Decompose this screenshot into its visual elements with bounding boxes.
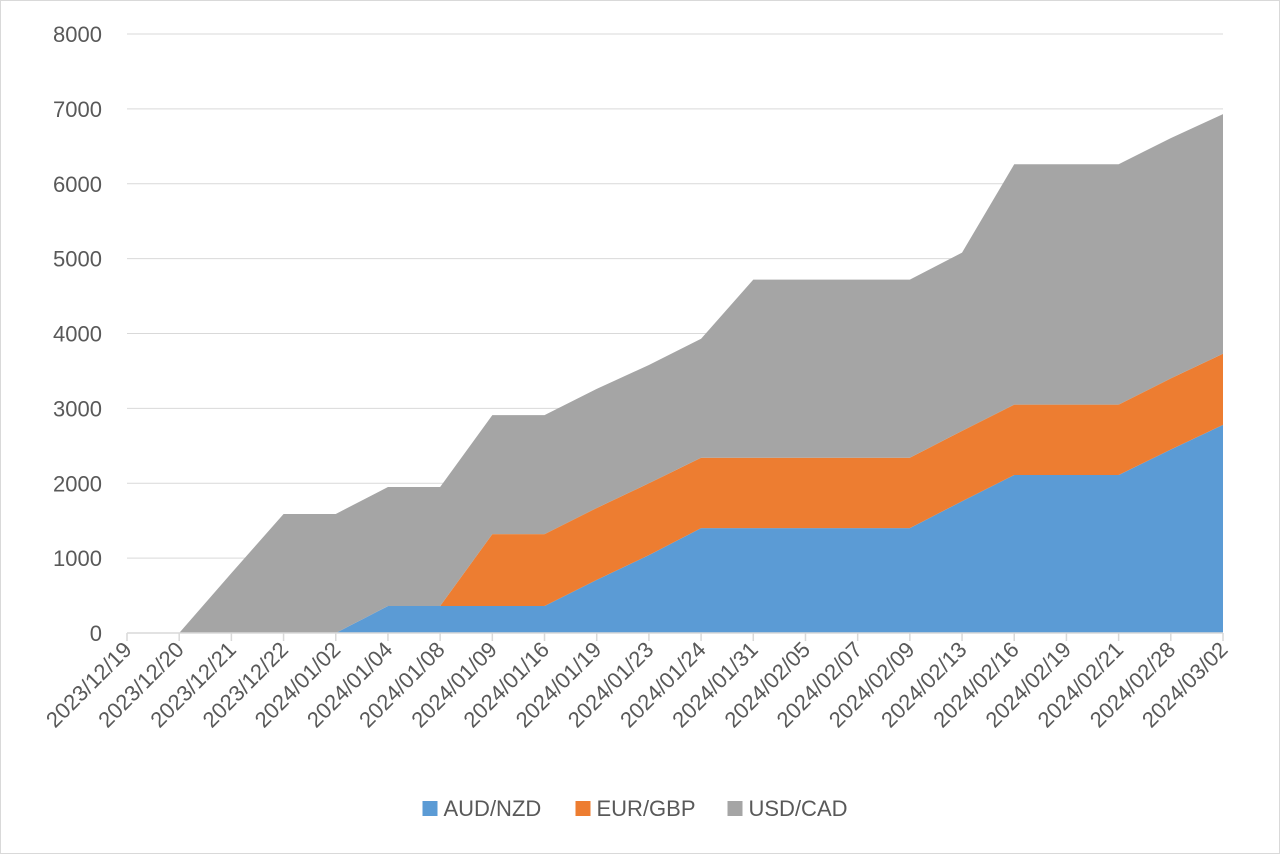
y-axis-tick-labels: 0 1000 2000 3000 4000 5000 6000 7000 8000 [53,22,102,646]
area-series-usd-cad [127,114,1223,633]
legend-swatch [727,801,743,816]
y-tick-label: 3000 [53,396,102,421]
legend-label: USD/CAD [749,796,848,821]
y-tick-label: 0 [90,621,102,646]
legend-label: AUD/NZD [444,796,542,821]
legend-swatch [575,801,591,816]
y-tick-label: 6000 [53,172,102,197]
y-tick-label: 4000 [53,322,102,347]
area-series-eur-gbp [127,353,1223,633]
area-series-aud-nzd [127,424,1223,633]
y-tick-label: 2000 [53,471,102,496]
y-tick-label: 5000 [53,247,102,272]
y-tick-label: 1000 [53,546,102,571]
x-axis-tick-labels: 2023/12/192023/12/202023/12/212023/12/22… [41,637,1233,733]
legend: AUD/NZD EUR/GBP USD/CAD [422,796,848,821]
y-tick-label: 8000 [53,22,102,47]
legend-swatch [422,801,438,816]
y-tick-label: 7000 [53,97,102,122]
axes [126,632,1224,641]
legend-label: EUR/GBP [597,796,696,821]
area-series [127,114,1223,633]
